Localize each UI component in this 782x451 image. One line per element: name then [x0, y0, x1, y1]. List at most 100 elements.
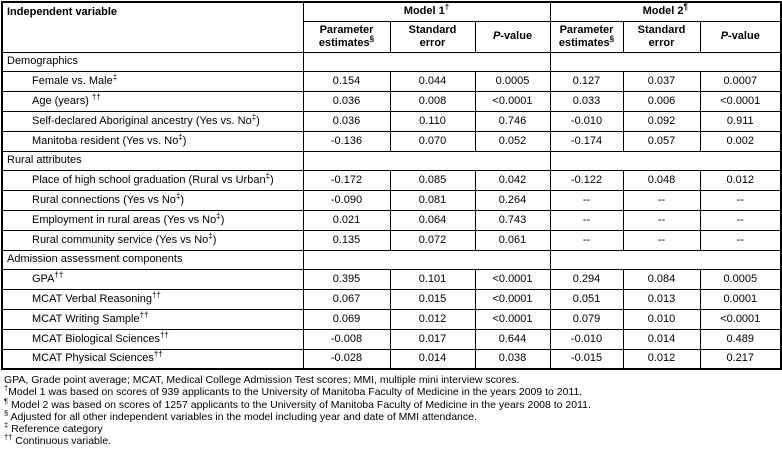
- value-cell: --: [699, 189, 782, 211]
- row-label: Employment in rural areas (Yes vs No‡): [1, 209, 304, 231]
- value-cell: 0.743: [474, 209, 551, 231]
- value-cell: 0.0005: [474, 70, 551, 92]
- value-cell: 0.048: [622, 169, 701, 191]
- value-cell: 0.036: [302, 110, 391, 132]
- row-label: Age (years) ††: [1, 90, 304, 112]
- value-cell: 0.101: [389, 268, 476, 290]
- footnote-adjusted: § Adjusted for all other independent var…: [4, 408, 477, 423]
- model1-standard-error-header: Standard error: [389, 20, 476, 53]
- footnote-abbreviations: GPA, Grade point average; MCAT, Medical …: [4, 374, 520, 386]
- value-cell: -0.090: [302, 189, 391, 211]
- section-row-admission-components: Admission assessment components: [1, 249, 782, 270]
- value-cell: 0.036: [302, 90, 391, 112]
- value-cell: 0.067: [302, 288, 391, 310]
- value-cell: 0.014: [389, 348, 476, 370]
- value-cell: <0.0001: [474, 288, 551, 310]
- value-cell: 0.135: [302, 229, 391, 251]
- model2-parameter-estimates-header: Parameter estimates§: [549, 20, 624, 53]
- value-cell: <0.0001: [474, 268, 551, 290]
- value-cell: 0.013: [622, 288, 701, 310]
- empty-cell: [549, 249, 782, 270]
- value-cell: 0.012: [699, 169, 782, 191]
- value-cell: 0.010: [622, 308, 701, 330]
- model1-marker: †: [444, 2, 450, 12]
- section-title: Demographics: [1, 51, 304, 72]
- value-cell: <0.0001: [699, 90, 782, 112]
- footnote-continuous-variable: †† Continuous variable.: [4, 432, 111, 448]
- model1-parameter-estimates-header: Parameter estimates§: [302, 20, 391, 53]
- value-cell: 0.911: [699, 110, 782, 132]
- empty-cell: [302, 249, 551, 270]
- value-cell: 0.014: [622, 328, 701, 350]
- value-cell: 0.033: [549, 90, 624, 112]
- value-cell: 0.079: [549, 308, 624, 330]
- value-cell: 0.072: [389, 229, 476, 251]
- value-cell: -0.008: [302, 328, 391, 350]
- value-cell: 0.061: [474, 229, 551, 251]
- value-cell: 0.002: [699, 130, 782, 152]
- value-cell: 0.042: [474, 169, 551, 191]
- footnote-reference-category: ‡ Reference category: [4, 420, 103, 436]
- value-cell: 0.069: [302, 308, 391, 330]
- empty-cell: [302, 51, 551, 72]
- value-cell: -0.028: [302, 348, 391, 370]
- value-cell: 0.127: [549, 70, 624, 92]
- table-row-mcat-physical: MCAT Physical Sciences†† -0.028 0.014 0.…: [1, 348, 782, 370]
- value-cell: --: [622, 189, 701, 211]
- section-row-rural-attributes: Rural attributes: [1, 150, 782, 171]
- table-row-high-school-graduation: Place of high school graduation (Rural v…: [1, 169, 782, 191]
- table-row-rural-employment: Employment in rural areas (Yes vs No‡) 0…: [1, 209, 782, 231]
- table-row-mcat-writing: MCAT Writing Sample†† 0.069 0.012 <0.000…: [1, 308, 782, 330]
- model1-pvalue-header: P-value: [474, 20, 551, 53]
- value-cell: -0.010: [549, 110, 624, 132]
- value-cell: 0.644: [474, 328, 551, 350]
- value-cell: --: [549, 229, 624, 251]
- section-title: Admission assessment components: [1, 249, 304, 270]
- table-row-age: Age (years) †† 0.036 0.008 <0.0001 0.033…: [1, 90, 782, 112]
- value-cell: 0.0001: [699, 288, 782, 310]
- value-cell: 0.044: [389, 70, 476, 92]
- row-label: Female vs. Male‡: [1, 70, 304, 92]
- model1-header: Model 1†: [302, 1, 551, 22]
- model-header-row: Independent variable Model 1† Model 2¶: [1, 1, 782, 53]
- empty-cell: [549, 51, 782, 72]
- model2-pvalue-header: P-value: [699, 20, 782, 53]
- value-cell: --: [699, 209, 782, 231]
- corner-header-independent-variable: Independent variable: [1, 1, 304, 53]
- footnotes: GPA, Grade point average; MCAT, Medical …: [4, 374, 782, 448]
- value-cell: 0.037: [622, 70, 701, 92]
- value-cell: 0.081: [389, 189, 476, 211]
- value-cell: 0.015: [389, 288, 476, 310]
- regression-results-table: Independent variable Model 1† Model 2¶ P…: [1, 1, 782, 370]
- empty-cell: [549, 150, 782, 171]
- value-cell: <0.0001: [699, 308, 782, 330]
- row-label: GPA††: [1, 268, 304, 290]
- table-row-mcat-biological: MCAT Biological Sciences†† -0.008 0.017 …: [1, 328, 782, 350]
- value-cell: 0.017: [389, 328, 476, 350]
- value-cell: -0.172: [302, 169, 391, 191]
- value-cell: 0.012: [389, 308, 476, 330]
- row-label: Place of high school graduation (Rural v…: [1, 169, 304, 191]
- value-cell: 0.064: [389, 209, 476, 231]
- value-cell: 0.217: [699, 348, 782, 370]
- value-cell: 0.154: [302, 70, 391, 92]
- value-cell: 0.052: [474, 130, 551, 152]
- section-title: Rural attributes: [1, 150, 304, 171]
- row-label: Rural connections (Yes vs No‡): [1, 189, 304, 211]
- value-cell: 0.395: [302, 268, 391, 290]
- footnote-model2: ¶ Model 2 was based on scores of 1257 ap…: [4, 396, 591, 411]
- value-cell: -0.015: [549, 348, 624, 370]
- row-label: MCAT Biological Sciences††: [1, 328, 304, 350]
- value-cell: 0.038: [474, 348, 551, 370]
- value-cell: 0.092: [622, 110, 701, 132]
- row-label: Manitoba resident (Yes vs. No‡): [1, 130, 304, 152]
- model2-marker: ¶: [683, 2, 688, 12]
- value-cell: --: [549, 209, 624, 231]
- table-row-rural-community-service: Rural community service (Yes vs No‡) 0.1…: [1, 229, 782, 251]
- footnote-model1: †Model 1 was based on scores of 939 appl…: [4, 383, 583, 399]
- value-cell: 0.021: [302, 209, 391, 231]
- value-cell: 0.012: [622, 348, 701, 370]
- empty-cell: [302, 150, 551, 171]
- row-label: MCAT Physical Sciences††: [1, 348, 304, 370]
